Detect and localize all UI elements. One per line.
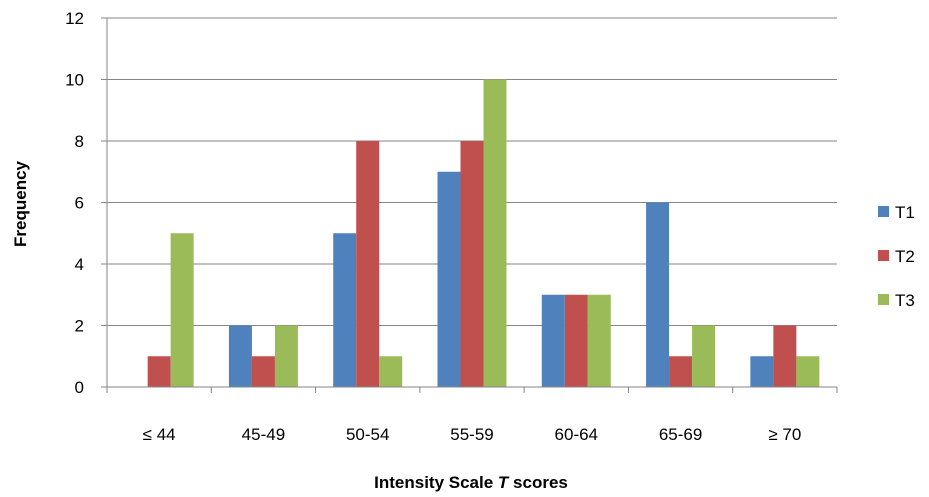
legend-label-t1: T1 (895, 203, 915, 222)
bar-t1 (750, 356, 774, 387)
bar-t1 (541, 294, 565, 387)
bar-t3 (274, 325, 298, 387)
bar-t3 (170, 233, 194, 387)
bar-t1 (646, 202, 670, 387)
x-tick-label: ≥ 70 (768, 425, 801, 444)
axes (106, 18, 838, 393)
bar-t3 (692, 325, 716, 387)
bar-t3 (483, 79, 507, 387)
bar-t2 (564, 294, 588, 387)
y-tick-labels: 0 2 4 6 8 10 12 (65, 9, 84, 397)
y-tick-label: 4 (75, 255, 84, 274)
bar-t2 (773, 325, 797, 387)
bar-t3 (379, 356, 403, 387)
y-tick-label: 10 (65, 71, 84, 90)
bar-t3 (796, 356, 820, 387)
bar-t1 (228, 325, 252, 387)
x-axis-title-part: scores (508, 473, 568, 492)
x-tick-label: 45-49 (242, 425, 285, 444)
y-axis-title: Frequency (11, 160, 30, 247)
x-tick-labels: ≤ 44 45-49 50-54 55-59 60-64 65-69 ≥ 70 (143, 425, 802, 444)
bar-t2 (460, 141, 484, 387)
x-axis-title-part: Intensity Scale (374, 473, 498, 492)
legend-swatch-t3 (878, 294, 889, 305)
y-tick-label: 0 (75, 378, 84, 397)
legend-label-t3: T3 (895, 291, 915, 310)
bar-t1 (437, 171, 461, 387)
bars (147, 79, 820, 387)
x-tick-label: 60-64 (555, 425, 598, 444)
legend: T1 T2 T3 (878, 203, 915, 310)
bar-t2 (669, 356, 693, 387)
x-tick-label: 65-69 (659, 425, 702, 444)
y-tick-label: 12 (65, 9, 84, 28)
x-tick-label: 50-54 (346, 425, 389, 444)
y-tick-label: 8 (75, 132, 84, 151)
bar-t1 (333, 233, 357, 387)
legend-label-t2: T2 (895, 247, 915, 266)
legend-swatch-t1 (878, 206, 889, 217)
bar-t2 (356, 141, 380, 387)
legend-swatch-t2 (878, 250, 889, 261)
y-tick-label: 6 (75, 194, 84, 213)
x-axis-title-part: T (498, 473, 510, 492)
y-tick-label: 2 (75, 317, 84, 336)
bar-t3 (587, 294, 611, 387)
x-tick-label: 55-59 (450, 425, 493, 444)
bar-t2 (251, 356, 275, 387)
x-axis-title: Intensity Scale T scores (374, 473, 568, 492)
bar-t2 (147, 356, 171, 387)
x-tick-label: ≤ 44 (143, 425, 176, 444)
